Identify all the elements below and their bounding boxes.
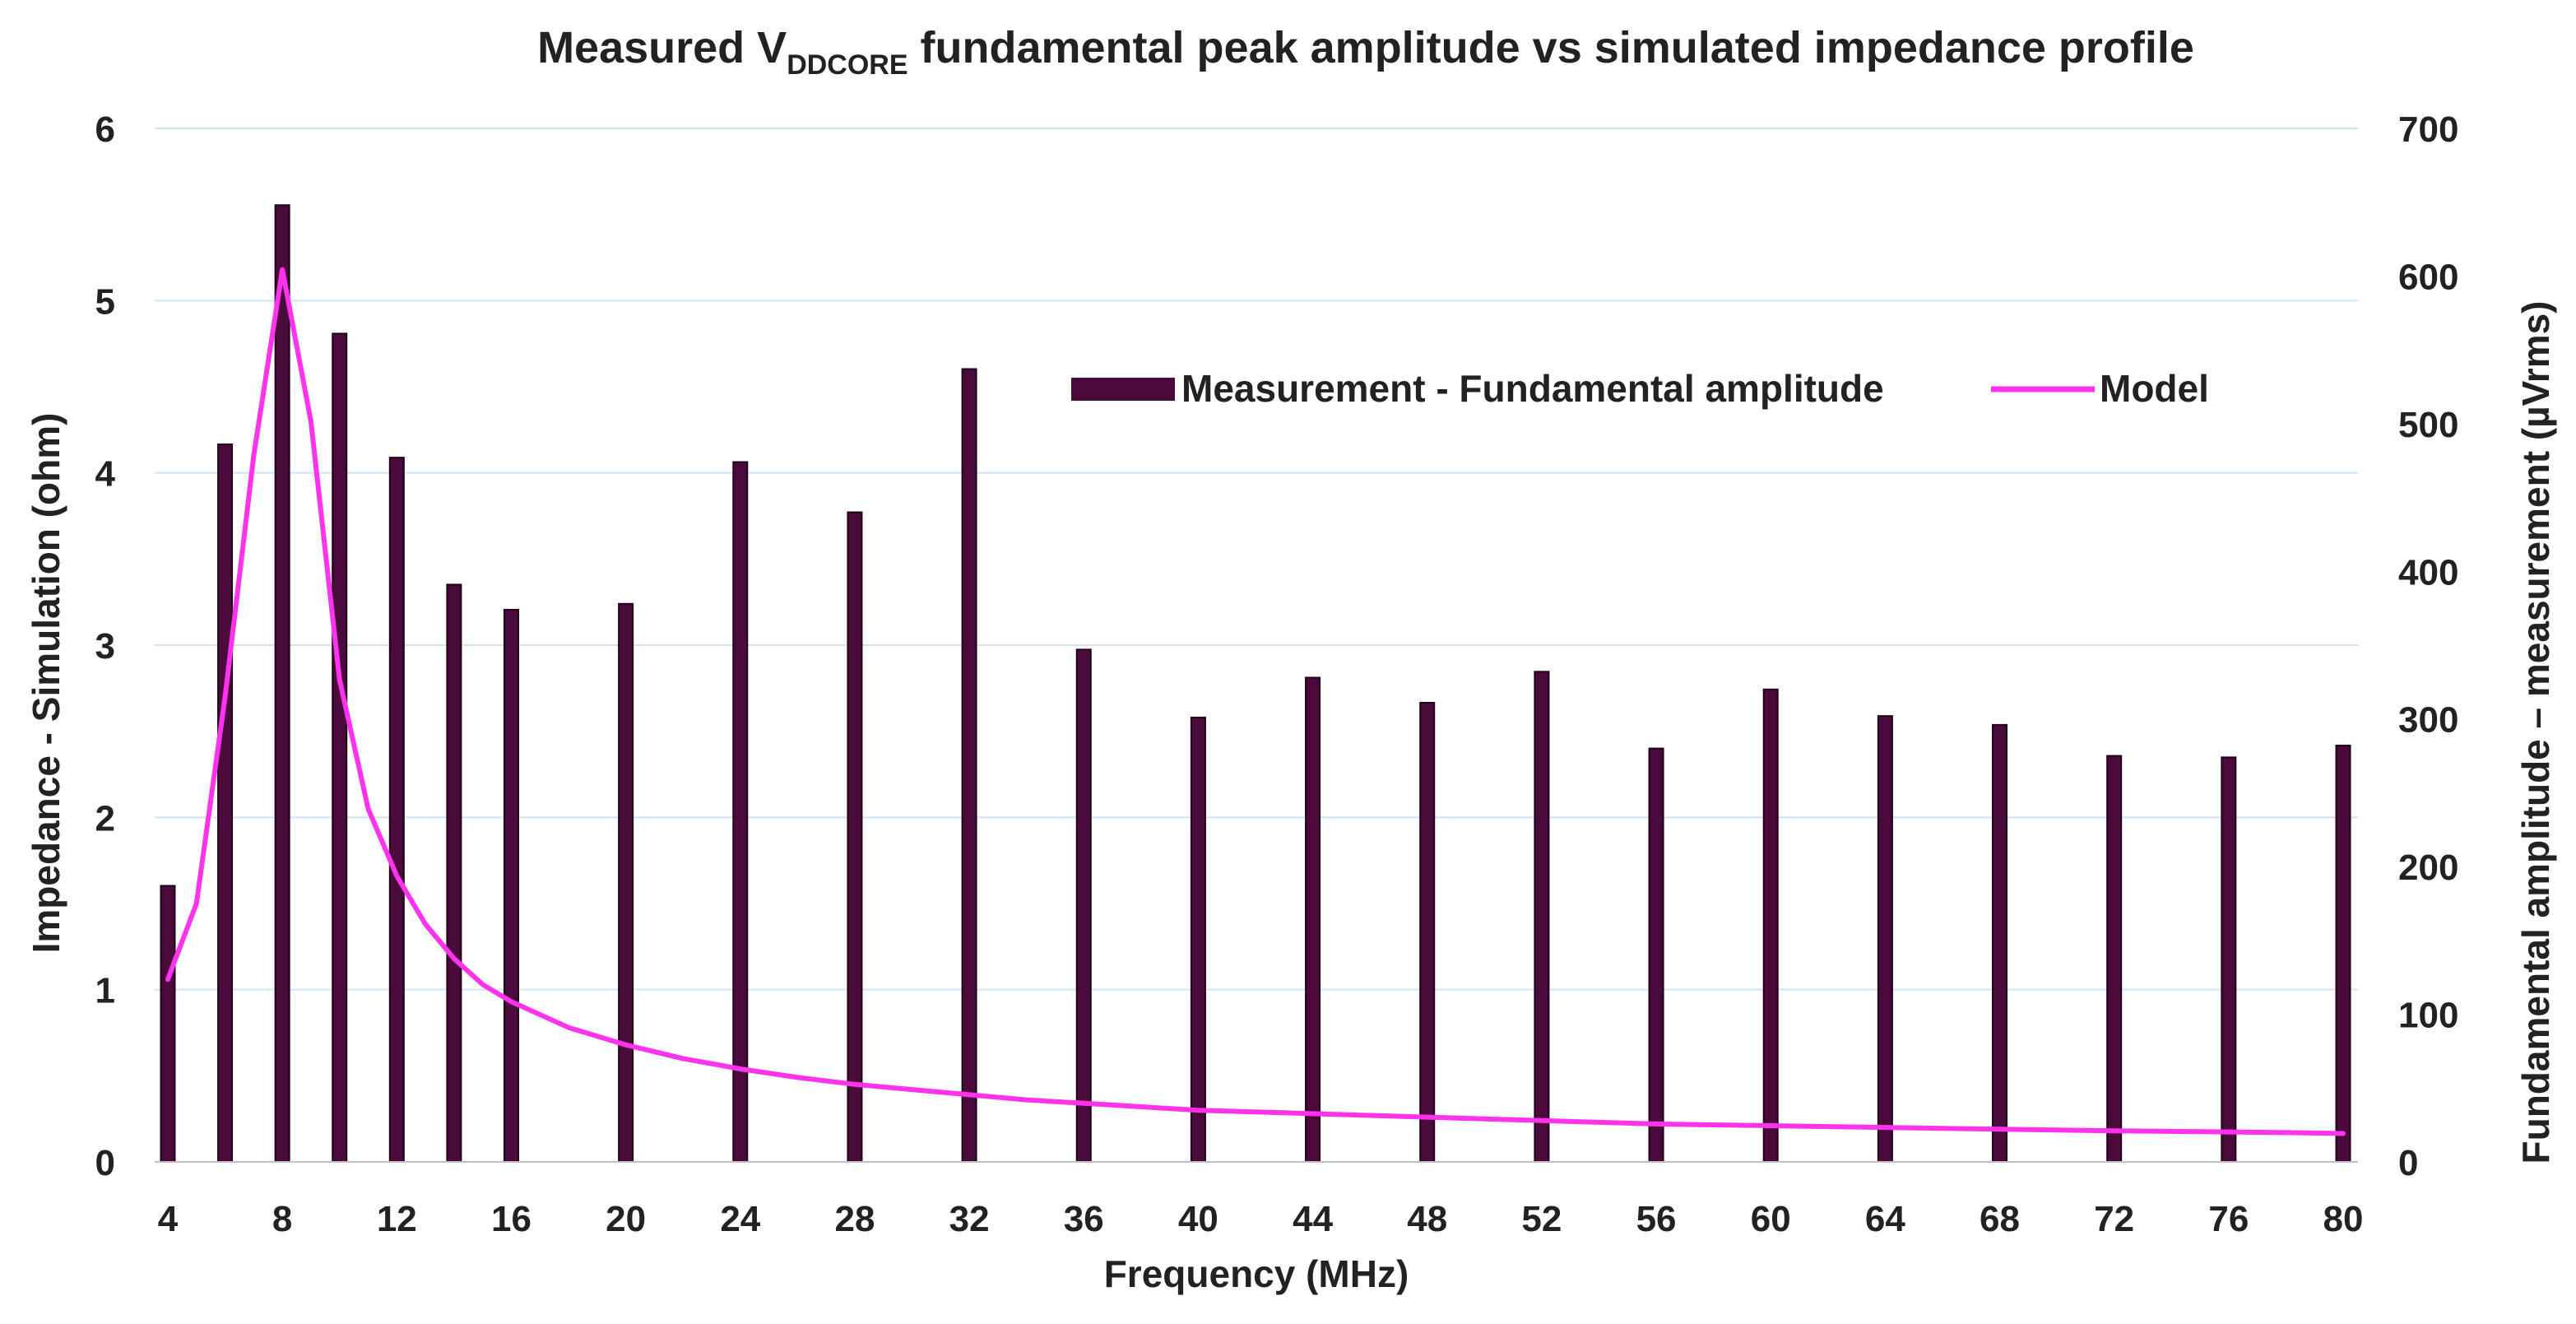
bar xyxy=(2221,756,2237,1163)
y-left-tick-label: 0 xyxy=(95,1143,115,1183)
y-left-tick-label: 1 xyxy=(95,971,115,1011)
bar xyxy=(2106,755,2123,1163)
y-axis-left-title: Impedance - Simulation (ohm) xyxy=(25,413,67,954)
bar xyxy=(160,885,176,1164)
bar xyxy=(1075,648,1092,1163)
x-tick-label: 24 xyxy=(720,1199,760,1239)
bar xyxy=(1305,676,1321,1163)
y-right-tick-label: 500 xyxy=(2398,405,2458,445)
chart-title: Measured VDDCORE fundamental peak amplit… xyxy=(537,23,2194,81)
bar xyxy=(332,332,348,1163)
bar xyxy=(961,368,977,1163)
x-tick-label: 8 xyxy=(272,1199,292,1239)
x-tick-label: 28 xyxy=(834,1199,875,1239)
x-tick-label: 60 xyxy=(1751,1199,1791,1239)
x-tick-label: 52 xyxy=(1521,1199,1562,1239)
x-tick-label: 32 xyxy=(949,1199,990,1239)
legend-swatch-measurement xyxy=(1071,378,1175,401)
bar-series xyxy=(160,204,2351,1164)
x-tick-label: 44 xyxy=(1293,1199,1333,1239)
x-tick-label: 76 xyxy=(2208,1199,2249,1239)
x-tick-label: 16 xyxy=(491,1199,531,1239)
x-tick-label: 68 xyxy=(1980,1199,2020,1239)
x-tick-label: 12 xyxy=(377,1199,417,1239)
bar xyxy=(1877,715,1893,1163)
x-tick-label: 56 xyxy=(1636,1199,1677,1239)
y-left-tick-label: 5 xyxy=(95,281,115,322)
bar xyxy=(274,204,290,1163)
bar xyxy=(618,602,634,1163)
y-left-tick-label: 6 xyxy=(95,109,115,150)
bar xyxy=(1762,688,1779,1163)
x-tick-label: 64 xyxy=(1865,1199,1905,1239)
bar xyxy=(732,461,749,1163)
bar xyxy=(1190,716,1206,1163)
y-right-tick-label: 0 xyxy=(2398,1143,2418,1183)
bar xyxy=(1419,701,1436,1163)
line-series xyxy=(165,267,2346,1136)
title-suffix: fundamental peak amplitude vs simulated … xyxy=(908,23,2194,72)
legend-label-model: Model xyxy=(2100,367,2209,410)
gridlines xyxy=(155,128,2358,991)
legend: Measurement - Fundamental amplitude Mode… xyxy=(1071,367,2209,410)
legend-label-measurement: Measurement - Fundamental amplitude xyxy=(1181,367,1884,410)
x-axis-title: Frequency (MHz) xyxy=(1104,1252,1409,1295)
bar xyxy=(2335,745,2351,1163)
model-line xyxy=(165,267,2346,1136)
x-tick-label: 20 xyxy=(606,1199,646,1239)
y-right-tick-label: 300 xyxy=(2398,700,2458,741)
x-tick-label: 36 xyxy=(1064,1199,1104,1239)
bar xyxy=(1992,723,2008,1163)
bar xyxy=(1648,747,1664,1163)
bar xyxy=(1534,671,1550,1163)
x-tick-label: 40 xyxy=(1178,1199,1218,1239)
y-right-tick-label: 600 xyxy=(2398,257,2458,297)
y-right-tick-label: 400 xyxy=(2398,552,2458,592)
x-tick-label: 80 xyxy=(2323,1199,2364,1239)
y-right-tick-label: 100 xyxy=(2398,996,2458,1036)
title-prefix: Measured V xyxy=(537,23,787,72)
title-subscript: DDCORE xyxy=(787,49,907,81)
x-tick-label: 48 xyxy=(1407,1199,1447,1239)
y-right-tick-label: 700 xyxy=(2398,109,2458,150)
bar xyxy=(847,511,863,1163)
y-left-tick-label: 4 xyxy=(95,454,116,495)
x-tick-label: 4 xyxy=(158,1199,179,1239)
y-right-tick-label: 200 xyxy=(2398,848,2458,888)
y-left-tick-label: 3 xyxy=(95,626,115,667)
y-axis-right-title: Fundamental amplitude – measurement (µVr… xyxy=(2514,301,2557,1164)
bar xyxy=(388,457,405,1163)
y-left-tick-label: 2 xyxy=(95,798,115,839)
bar xyxy=(446,583,462,1163)
x-tick-label: 72 xyxy=(2094,1199,2134,1239)
bar xyxy=(503,608,519,1163)
bar xyxy=(217,443,234,1163)
